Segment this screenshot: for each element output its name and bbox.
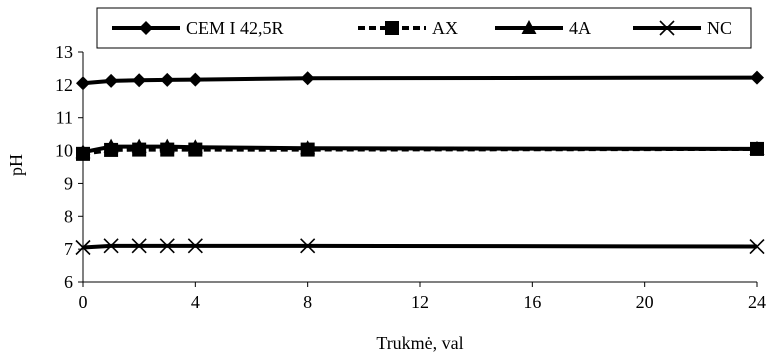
x-tick-label: 0 <box>79 292 88 312</box>
series-line-cem-i-42-5r <box>82 75 758 86</box>
data-point-cem-i-42-5r <box>104 73 119 88</box>
data-point-4a <box>300 140 316 155</box>
data-point-nc <box>187 238 203 254</box>
y-tick-label: 8 <box>64 206 73 226</box>
data-point-cem-i-42-5r <box>160 72 175 87</box>
series-4a <box>75 138 765 159</box>
x-marker-stroke <box>187 238 203 254</box>
data-point-cem-i-42-5r <box>188 72 203 87</box>
legend: CEM I 42,5R AX 4A NC <box>96 7 752 49</box>
y-axis-title: pH <box>6 154 26 176</box>
legend-entry-ax: AX <box>358 18 458 38</box>
x-marker-stroke <box>300 238 316 254</box>
x-marker-stroke <box>749 238 765 255</box>
legend-marker-ax <box>385 21 399 35</box>
x-tick-label: 8 <box>303 292 312 312</box>
legend-entry-nc: NC <box>633 18 732 38</box>
data-point-4a <box>187 139 203 154</box>
y-tick-label: 13 <box>55 42 73 62</box>
legend-marker-cem-i-42-5r <box>139 21 153 35</box>
data-point-nc <box>75 239 91 256</box>
data-point-nc <box>749 238 765 255</box>
y-tick-label: 12 <box>55 75 73 95</box>
legend-entry-cem-i-42-5r: CEM I 42,5R <box>112 18 284 38</box>
data-point-4a <box>749 140 765 155</box>
data-point-nc <box>131 238 147 254</box>
series-line-nc <box>82 243 758 250</box>
legend-marker-4a <box>521 20 537 34</box>
series-cem-i-42-5r <box>76 70 764 91</box>
y-tick-label: 7 <box>64 239 73 259</box>
axes: 6 7 8 9 10 11 12 13 0 4 8 12 16 20 24 <box>55 42 766 312</box>
data-point-4a <box>131 138 147 153</box>
legend-label-4a: 4A <box>569 18 591 38</box>
legend-marker-nc <box>659 20 675 36</box>
data-point-nc <box>103 238 119 254</box>
x-axis-title: Trukmė, val <box>376 333 463 353</box>
legend-label-ax: AX <box>432 18 458 38</box>
y-tick-label: 6 <box>64 272 73 292</box>
y-tick-label: 9 <box>64 173 73 193</box>
legend-label-cem-i-42-5r: CEM I 42,5R <box>186 18 284 38</box>
x-marker-stroke <box>103 238 119 254</box>
legend-label-nc: NC <box>707 18 732 38</box>
x-tick-label: 12 <box>411 292 429 312</box>
legend-entry-4a: 4A <box>495 18 591 38</box>
data-point-nc <box>159 238 175 254</box>
x-tick-label: 16 <box>523 292 541 312</box>
data-point-cem-i-42-5r <box>750 70 764 85</box>
x-marker-stroke <box>131 238 147 254</box>
data-point-4a <box>75 144 91 159</box>
y-tick-label: 11 <box>56 108 73 128</box>
x-marker-stroke <box>159 238 175 254</box>
y-tick-label: 10 <box>55 141 73 161</box>
x-marker-stroke <box>75 239 91 256</box>
data-point-cem-i-42-5r <box>300 71 315 86</box>
series-nc <box>75 238 765 256</box>
data-point-cem-i-42-5r <box>132 73 147 88</box>
data-point-nc <box>300 238 316 254</box>
x-tick-label: 4 <box>191 292 200 312</box>
series-ax <box>76 141 764 161</box>
data-point-4a <box>159 138 175 153</box>
series-layer <box>75 70 765 256</box>
data-point-4a <box>103 138 119 153</box>
data-point-cem-i-42-5r <box>76 76 90 91</box>
x-tick-label: 24 <box>748 292 766 312</box>
x-marker-stroke <box>659 20 675 36</box>
x-tick-label: 20 <box>636 292 654 312</box>
